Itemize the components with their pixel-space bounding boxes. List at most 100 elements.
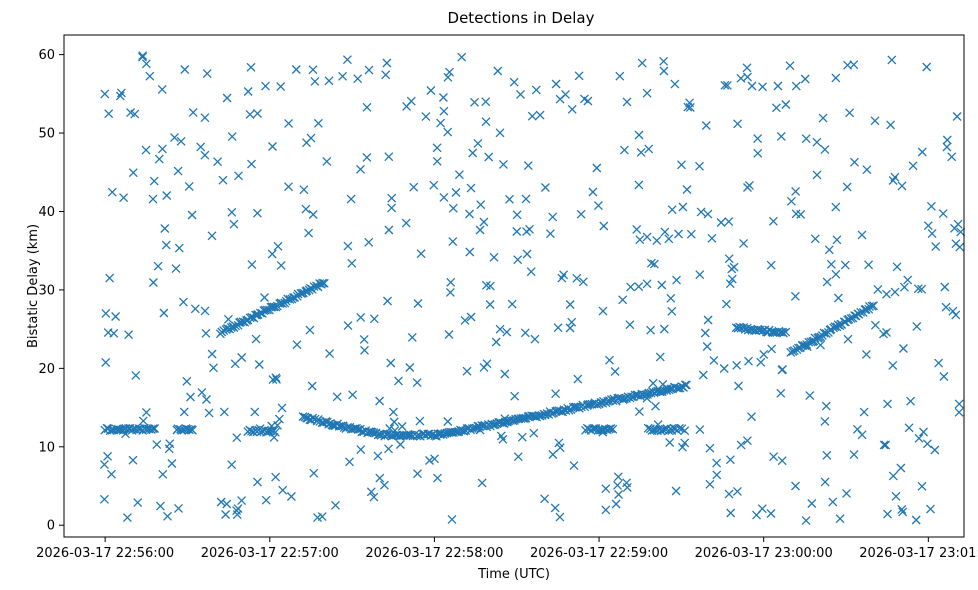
data-point bbox=[716, 218, 726, 227]
data-point bbox=[495, 128, 505, 138]
data-point bbox=[632, 224, 642, 234]
data-point bbox=[324, 76, 334, 86]
data-point bbox=[475, 225, 485, 235]
data-point bbox=[269, 432, 279, 442]
data-point bbox=[588, 424, 598, 434]
data-point bbox=[820, 145, 830, 155]
data-point bbox=[277, 403, 287, 413]
data-point bbox=[481, 117, 491, 127]
data-point bbox=[753, 148, 763, 158]
data-point bbox=[145, 71, 155, 81]
data-point bbox=[523, 161, 533, 171]
data-point bbox=[213, 157, 223, 167]
data-point bbox=[245, 313, 255, 323]
data-point bbox=[521, 194, 531, 204]
data-point bbox=[828, 497, 838, 507]
data-point bbox=[509, 77, 519, 87]
data-point bbox=[159, 308, 169, 318]
data-point bbox=[696, 207, 706, 217]
data-point bbox=[805, 391, 815, 401]
data-point bbox=[892, 262, 902, 272]
x-tick-label: 2026-03-17 22:58:00 bbox=[365, 546, 503, 561]
data-point bbox=[200, 306, 210, 316]
data-point bbox=[588, 187, 598, 197]
data-point bbox=[849, 450, 859, 460]
data-point bbox=[861, 349, 871, 359]
data-point bbox=[184, 181, 194, 191]
data-point bbox=[574, 71, 584, 81]
data-point bbox=[101, 357, 111, 367]
data-point bbox=[705, 443, 715, 453]
data-point bbox=[906, 396, 916, 406]
data-point bbox=[695, 161, 704, 171]
y-tick-label: 30 bbox=[38, 283, 55, 298]
data-point bbox=[553, 323, 563, 333]
data-point bbox=[555, 443, 565, 453]
data-point bbox=[237, 496, 247, 506]
data-point bbox=[481, 97, 491, 107]
data-point bbox=[375, 396, 385, 406]
data-point bbox=[270, 427, 280, 437]
data-point bbox=[473, 138, 483, 148]
data-point bbox=[200, 150, 210, 160]
data-point bbox=[154, 154, 164, 164]
data-point bbox=[272, 374, 281, 384]
data-point bbox=[171, 264, 181, 274]
data-point bbox=[260, 305, 270, 315]
data-point bbox=[465, 209, 474, 219]
data-point bbox=[526, 267, 536, 277]
data-point bbox=[433, 473, 442, 483]
data-point bbox=[658, 379, 668, 389]
data-point bbox=[116, 88, 126, 98]
data-point bbox=[670, 79, 680, 89]
data-point bbox=[573, 374, 583, 384]
data-point bbox=[152, 440, 162, 450]
data-point bbox=[857, 230, 867, 240]
data-point bbox=[870, 116, 880, 126]
data-point bbox=[734, 381, 743, 391]
data-point bbox=[545, 229, 555, 239]
data-point bbox=[816, 340, 825, 350]
data-point bbox=[510, 391, 520, 401]
data-point bbox=[338, 71, 348, 81]
data-point bbox=[328, 421, 338, 430]
data-point bbox=[522, 249, 532, 259]
data-point bbox=[720, 80, 730, 90]
data-point bbox=[926, 504, 935, 514]
data-point bbox=[680, 438, 690, 448]
data-point bbox=[413, 299, 423, 308]
data-point bbox=[948, 306, 958, 316]
data-point bbox=[883, 399, 892, 409]
data-point bbox=[149, 176, 159, 186]
data-point bbox=[843, 334, 853, 344]
data-point bbox=[608, 396, 618, 406]
data-point bbox=[776, 388, 786, 398]
data-point bbox=[484, 152, 494, 162]
data-point bbox=[601, 484, 611, 494]
data-point bbox=[307, 381, 317, 391]
data-point bbox=[383, 296, 392, 306]
data-point bbox=[500, 414, 510, 424]
data-point bbox=[409, 182, 419, 192]
data-point bbox=[153, 261, 163, 271]
data-point bbox=[124, 330, 134, 340]
data-point bbox=[820, 477, 830, 487]
data-point bbox=[233, 504, 243, 514]
data-point bbox=[791, 481, 800, 491]
data-point bbox=[412, 378, 422, 388]
data-point bbox=[204, 408, 214, 418]
data-point bbox=[913, 284, 923, 294]
data-point bbox=[306, 133, 316, 143]
y-axis: 0 10 20 30 40 50 60 bbox=[38, 48, 64, 534]
data-point bbox=[512, 227, 522, 236]
data-point bbox=[443, 72, 453, 82]
data-point bbox=[342, 55, 352, 65]
data-point bbox=[777, 456, 787, 466]
x-tick-label: 2026-03-17 22:57:00 bbox=[201, 546, 339, 561]
data-point bbox=[626, 282, 636, 292]
data-point bbox=[322, 156, 332, 166]
data-point bbox=[271, 373, 281, 383]
data-point bbox=[223, 314, 233, 324]
data-point bbox=[362, 152, 372, 162]
